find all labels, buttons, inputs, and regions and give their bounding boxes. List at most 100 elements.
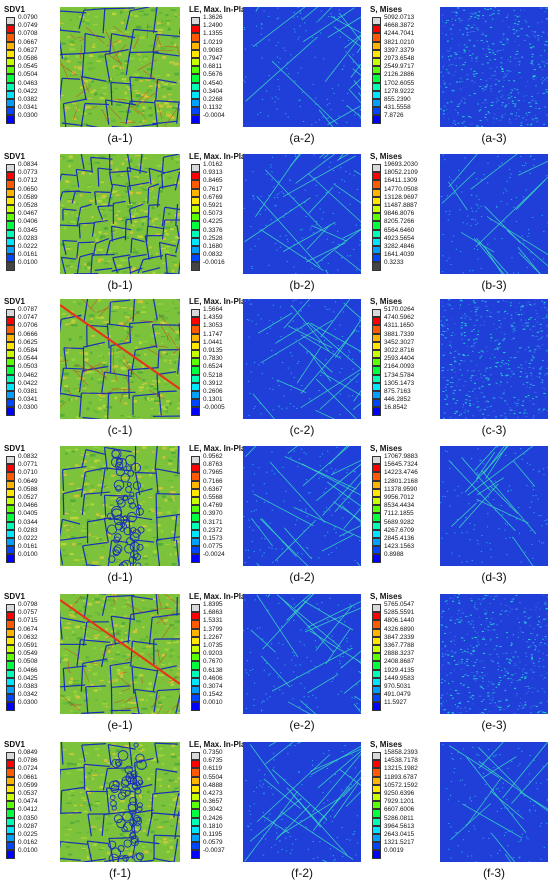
panel-caption: (f-2) [291,866,313,880]
legend-swatch [372,513,381,522]
legend-swatch [6,350,15,359]
legend-tick-label: -0.0024 [203,551,225,559]
legend-swatch [191,262,200,271]
legend-swatch [6,456,15,465]
legend-swatch [6,172,15,181]
legend-tick-label: 2643.0415 [384,831,415,838]
legend-swatch [6,760,15,769]
legend-swatch [372,628,381,637]
legend-swatch [6,82,15,91]
legend-swatch [6,99,15,108]
legend-tick-label: 2888.3237 [384,650,415,658]
legend-tick-label: 0.1542 [203,691,223,699]
legend-tick-label: 0.7166 [203,477,223,485]
legend-tick-label: 5765.0547 [384,601,415,608]
legend-swatch [6,90,15,99]
legend-swatch [372,172,381,181]
legend-tick-label: 7112.1855 [384,510,414,518]
legend-swatch [191,538,200,547]
legend-tick-label: 2126.2886 [384,71,415,79]
legend-tick-label: 2593.4404 [384,355,415,363]
legend-tick-label: 0.0162 [18,839,38,847]
legend-title: LE, Max. In-Plane [189,740,255,749]
legend-tick-label: 0.2372 [203,526,223,534]
legend-swatch [372,25,381,34]
legend-swatch [191,341,200,350]
legend-tick-label: 0.4888 [203,781,223,789]
legend-tick-label: 3397.3379 [384,46,415,54]
legend-swatch [6,262,15,271]
legend-swatch [372,521,381,530]
legend-swatch [6,776,15,785]
sdv1-grain-map [60,594,180,714]
panel-caption: (a-3) [481,131,507,145]
legend-swatch [191,74,200,83]
legend-tick-label: 1.6863 [203,609,223,617]
legend-swatch [372,391,381,400]
legend-tick-label: 0.3404 [203,87,223,95]
legend-swatch [6,480,15,489]
legend-tick-label: 3452.3027 [384,338,415,346]
legend-tick-label: 12801.2168 [384,477,418,485]
legend-tick-label: 1.4359 [203,314,223,322]
legend-tick-label: 0.0010 [203,699,223,707]
legend-swatch [372,82,381,91]
legend-swatch [372,188,381,197]
legend-tick-label: 8534.4434 [384,502,415,510]
legend-swatch [372,66,381,75]
legend-tick-label: 0.3657 [203,798,223,806]
legend-tick-label: 1.3053 [203,322,223,330]
legend-tick-label: -0.0004 [203,112,225,120]
legend-title: S, Mises [370,297,403,306]
legend-swatch [372,546,381,555]
legend-tick-label: 0.9203 [203,650,223,658]
legend-swatch [191,817,200,826]
legend-swatch [6,793,15,802]
legend-swatch [6,620,15,629]
legend-swatch [6,628,15,637]
legend-tick-label: 0.0706 [18,322,38,330]
legend-tick-label: 491.0479 [384,691,411,699]
legend-tick-label: 0.2426 [203,814,223,822]
legend-swatch [6,842,15,851]
legend-title: SDV1 [4,152,25,161]
legend-tick-label: 0.7617 [203,185,223,193]
legend-swatch [6,653,15,662]
legend-tick-label: 1305.1473 [384,379,415,387]
legend-tick-label: 0.0708 [18,30,38,38]
legend-swatch [6,325,15,334]
legend-swatch [191,164,200,173]
legend-swatch [372,237,381,246]
legend-swatch [191,529,200,538]
legend-tick-label: 0.7830 [203,355,223,363]
legend-swatch [6,246,15,255]
legend-swatch [372,309,381,318]
legend-swatch [191,382,200,391]
legend-swatch [191,229,200,238]
legend-swatch [372,505,381,514]
legend-tick-label: 0.0757 [18,609,38,617]
legend-tick-label: 0.4769 [203,502,223,510]
legend-swatch [191,497,200,506]
legend-tick-label: 0.3042 [203,806,223,814]
legend-tick-label: 15645.7324 [384,461,418,469]
legend-swatch [372,115,381,124]
stress-map [440,742,548,862]
legend-swatch [6,488,15,497]
legend-swatch [191,374,200,383]
legend-swatch [191,90,200,99]
legend-tick-label: 1.1747 [203,330,223,338]
legend-swatch [6,221,15,230]
legend-swatch [191,669,200,678]
legend-tick-label: 0.9313 [203,169,223,177]
legend-swatch [6,254,15,263]
legend-tick-label: 0.9083 [203,46,223,54]
legend-tick-label: 0.0222 [18,243,38,250]
legend-tick-label: 14538.7178 [384,757,418,765]
legend-tick-label: 0.0382 [18,96,38,103]
legend-swatch [6,229,15,238]
legend-tick-label: 0.0674 [18,625,38,633]
legend-swatch [372,669,381,678]
legend-tick-label: 0.0787 [18,306,38,313]
legend-tick-label: 0.0466 [18,666,38,674]
